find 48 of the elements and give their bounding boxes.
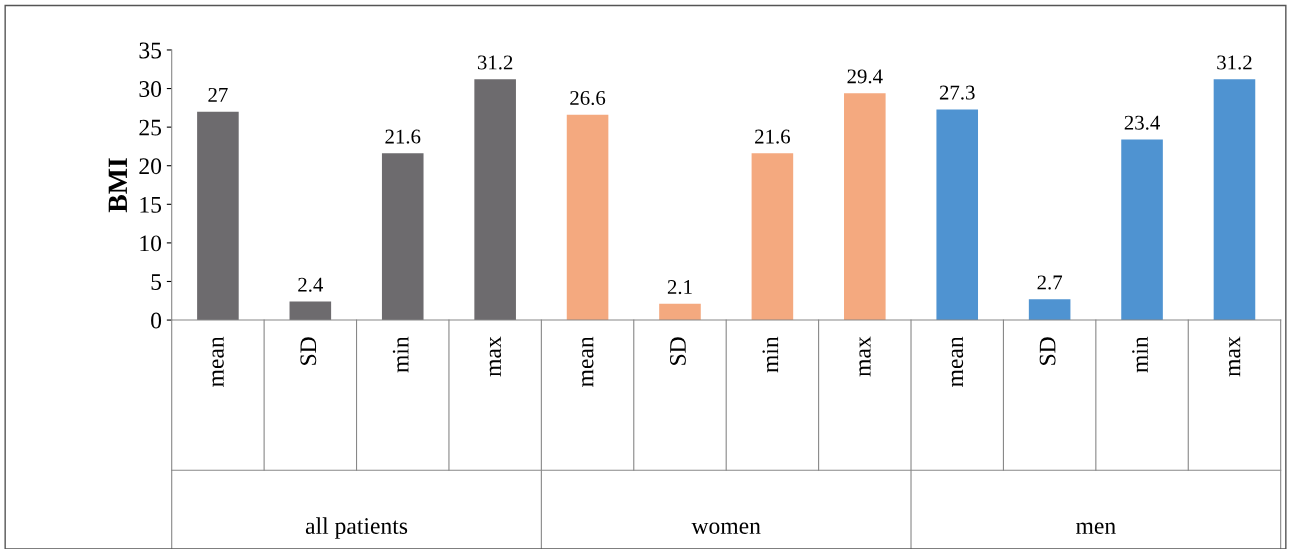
data-label: 29.4 (847, 69, 883, 84)
bar (659, 303, 701, 321)
bar (381, 153, 424, 321)
y-tick-label: 0 (151, 312, 162, 329)
bar (1213, 79, 1256, 321)
bar (936, 109, 979, 321)
data-label: 26.6 (570, 91, 606, 106)
text: women (691, 522, 761, 534)
y-tick-label: 5 (151, 274, 162, 290)
x-tick-label: min (762, 336, 779, 373)
data-label: 2.7 (1037, 275, 1063, 290)
data-label: 27 (208, 87, 228, 102)
data-label: 21.6 (385, 129, 421, 144)
x-tick-label: min (1132, 336, 1148, 373)
bar (289, 301, 332, 321)
x-tick-label: mean (582, 336, 594, 387)
text: men (1076, 522, 1116, 534)
data-label: 21.6 (755, 129, 790, 144)
y-tick-label: 35 (139, 42, 162, 59)
data-label: 31.2 (1217, 55, 1252, 70)
x-tick-label: SD (1039, 337, 1056, 365)
data-label: 27.3 (939, 85, 975, 100)
bar (751, 153, 794, 321)
x-tick-label: max (859, 336, 871, 377)
x-tick-label: min (392, 336, 409, 373)
bar (844, 93, 886, 321)
y-tick-label: 30 (139, 81, 162, 97)
data-label: 2.4 (298, 277, 324, 292)
x-tick-label: SD (300, 337, 317, 365)
x-tick-label: max (1229, 336, 1241, 377)
bar (566, 114, 609, 321)
data-label: 2.1 (667, 280, 692, 295)
x-tick-label: mean (951, 336, 964, 387)
x-tick-label: SD (670, 337, 686, 365)
bar (1028, 299, 1071, 321)
text: all patients (305, 517, 408, 539)
x-tick-label: max (489, 336, 502, 377)
bar (197, 111, 239, 321)
x-tick-label: mean (212, 336, 224, 387)
y-tick-label: 25 (139, 119, 162, 136)
y-tick-label: 15 (140, 196, 162, 213)
y-tick-label: 20 (139, 158, 162, 175)
y-tick-label: 10 (140, 235, 162, 252)
bar (1121, 139, 1163, 321)
bar (474, 79, 516, 321)
y-axis-title: BMI (108, 158, 127, 213)
data-label: 31.2 (477, 55, 513, 70)
data-label: 23.4 (1124, 115, 1160, 130)
